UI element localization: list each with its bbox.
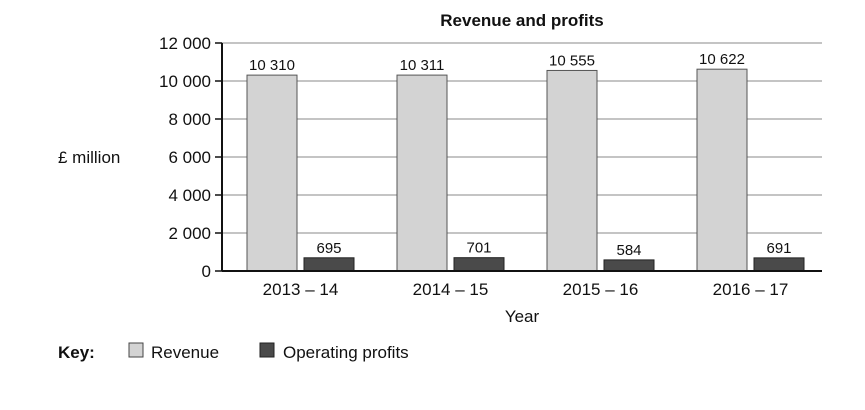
bar-revenue [246, 74, 298, 272]
legend-label-revenue: Revenue [151, 343, 219, 362]
bar-operating-profits [303, 257, 355, 272]
bar-revenue [396, 74, 448, 272]
y-tick-label: 8 000 [168, 110, 211, 129]
bar-revenue [696, 68, 748, 272]
data-label: 701 [466, 240, 491, 257]
y-axis-label: £ million [58, 148, 120, 167]
x-tick-label: 2014 – 15 [413, 280, 489, 299]
legend-title: Key: [58, 343, 95, 362]
legend-swatch-operating-profits [259, 342, 275, 358]
y-tick-label: 6 000 [168, 148, 211, 167]
data-label: 10 310 [249, 57, 295, 74]
data-label: 10 622 [699, 51, 745, 68]
data-label: 691 [766, 240, 791, 257]
y-tick-label: 0 [202, 262, 211, 281]
data-label: 10 311 [400, 57, 445, 74]
chart-title: Revenue and profits [440, 11, 603, 30]
y-tick-label: 2 000 [168, 224, 211, 243]
x-tick-label: 2013 – 14 [263, 280, 339, 299]
bar-operating-profits [753, 257, 805, 272]
data-label: 584 [616, 242, 641, 259]
bar-operating-profits [453, 257, 505, 272]
legend: Key: Revenue Operating profits [58, 342, 409, 362]
bar-operating-profits [603, 259, 655, 272]
legend-label-operating-profits: Operating profits [283, 343, 409, 362]
legend-swatch-revenue [128, 342, 144, 358]
x-tick-label: 2015 – 16 [563, 280, 639, 299]
y-tick-label: 12 000 [159, 34, 211, 53]
data-label: 10 555 [549, 52, 595, 69]
y-tick-label: 4 000 [168, 186, 211, 205]
data-label: 695 [316, 240, 341, 257]
bar-revenue [546, 69, 598, 272]
x-axis-label: Year [505, 307, 540, 326]
x-tick-label: 2016 – 17 [713, 280, 789, 299]
y-tick-label: 10 000 [159, 72, 211, 91]
